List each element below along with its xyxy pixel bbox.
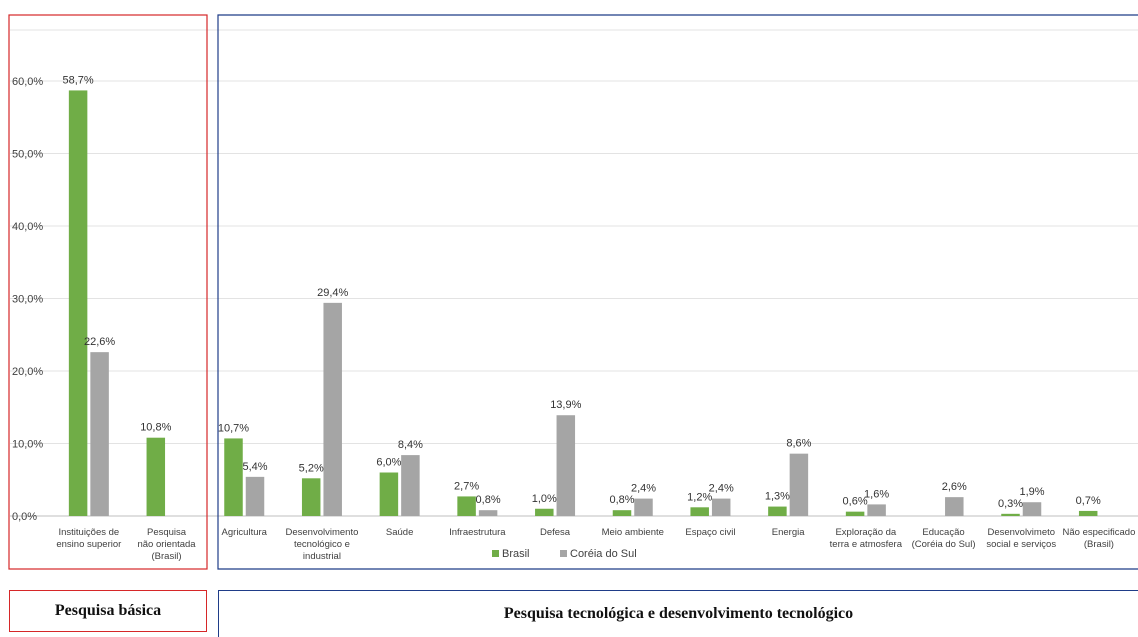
y-tick-label: 30,0%: [12, 294, 43, 306]
basic-research-label: Pesquisa básica: [9, 590, 207, 632]
legend-entry: Brasil: [502, 548, 530, 560]
data-label: 1,2%: [687, 491, 712, 503]
bar-coreia: [478, 510, 498, 516]
x-tick-label: Infraestrutura: [449, 527, 506, 538]
x-tick-label: Instituições de ensino superior: [56, 527, 121, 550]
bar-brasil: [768, 506, 787, 516]
data-label: 1,9%: [1019, 486, 1044, 498]
y-tick-label: 40,0%: [12, 221, 43, 233]
data-label: 2,4%: [709, 483, 734, 495]
data-label: 0,8%: [609, 494, 634, 506]
bar-coreia: [634, 498, 653, 516]
legend: Brasil Coréia do Sul: [492, 548, 637, 560]
x-tick-label: Meio ambiente: [602, 527, 664, 538]
bar-brasil: [457, 496, 476, 516]
x-tick-label: Desenvolvimento tecnológico e industrial: [286, 527, 359, 562]
data-label: 5,2%: [299, 462, 324, 474]
bar-coreia: [556, 415, 576, 516]
data-label: 10,7%: [218, 422, 249, 434]
x-tick-label: Agricultura: [222, 527, 268, 538]
data-label: 10,8%: [140, 422, 171, 434]
bar-layer: [68, 90, 1098, 517]
data-label: 29,4%: [317, 287, 348, 299]
data-label: 1,0%: [532, 493, 557, 505]
legend-swatch: [492, 550, 499, 557]
x-tick-label: Desenvolvimeto social e serviços: [986, 527, 1056, 550]
data-label-layer: 58,7% 22,6% 10,8% 10,7% 5,4% 5,2% 29,4% 6,0% 8,4…: [62, 74, 1100, 509]
legend-entry: Coréia do Sul: [570, 548, 637, 560]
data-label: 8,4%: [398, 439, 423, 451]
data-label: 0,7%: [1076, 495, 1101, 507]
data-label: 1,6%: [864, 488, 889, 500]
data-label: 2,6%: [942, 481, 967, 493]
x-tick-label: Saúde: [386, 527, 413, 538]
x-tick-label: Pesquisa não orientada (Brasil): [137, 527, 196, 562]
y-tick-label: 50,0%: [12, 149, 43, 161]
data-label: 0,3%: [998, 498, 1023, 510]
data-label: 0,8%: [476, 494, 501, 506]
y-tick-label: 20,0%: [12, 366, 43, 378]
data-label: 22,6%: [84, 336, 115, 348]
x-tick-label: Defesa: [540, 527, 571, 538]
bar-coreia: [90, 352, 109, 516]
data-label: 13,9%: [550, 399, 581, 411]
tech-research-label: Pesquisa tecnológica e desenvolvimento t…: [218, 590, 1138, 637]
bar-brasil: [845, 511, 865, 516]
bar-brasil: [379, 472, 399, 516]
tick-label-layer: 0,0% 10,0% 20,0% 30,0% 40,0% 50,0% 60,0% Instit…: [12, 76, 1135, 562]
data-label: 2,4%: [631, 483, 656, 495]
bar-brasil: [612, 510, 632, 516]
data-label: 6,0%: [376, 457, 401, 469]
data-label: 5,4%: [242, 461, 267, 473]
bar-brasil: [146, 437, 166, 516]
x-tick-label: Espaço civil: [685, 527, 735, 538]
x-tick-label: Exploração da terra e atmosfera: [830, 527, 903, 550]
legend-swatch: [560, 550, 567, 557]
data-label: 0,6%: [843, 496, 868, 508]
data-label: 8,6%: [786, 438, 811, 450]
y-tick-label: 10,0%: [12, 439, 43, 451]
bar-brasil: [690, 507, 709, 516]
bar-brasil: [224, 438, 243, 516]
bar-coreia: [867, 504, 886, 516]
bar-brasil: [301, 478, 321, 516]
bar-coreia: [401, 455, 420, 516]
basic-research-frame: [8, 14, 208, 570]
bar-coreia: [945, 497, 964, 516]
x-tick-label: Educação (Coréia do Sul): [912, 527, 976, 550]
bar-coreia: [245, 476, 265, 516]
tech-research-frame: [217, 14, 1138, 570]
x-tick-label: Não especificado (Brasil): [1063, 527, 1136, 550]
bar-coreia: [323, 302, 342, 516]
data-label: 2,7%: [454, 480, 479, 492]
bar-coreia: [789, 453, 809, 516]
bar-coreia: [711, 498, 731, 516]
x-tick-label: Energia: [772, 527, 805, 538]
bar-brasil: [535, 508, 554, 516]
y-tick-label: 0,0%: [12, 511, 37, 523]
data-label: 1,3%: [765, 491, 790, 503]
data-label: 58,7%: [62, 74, 93, 86]
bar-brasil: [1078, 510, 1098, 516]
y-tick-label: 60,0%: [12, 76, 43, 88]
bar-coreia: [1022, 502, 1042, 516]
bar-brasil: [68, 90, 88, 517]
bar-brasil: [1001, 513, 1020, 516]
